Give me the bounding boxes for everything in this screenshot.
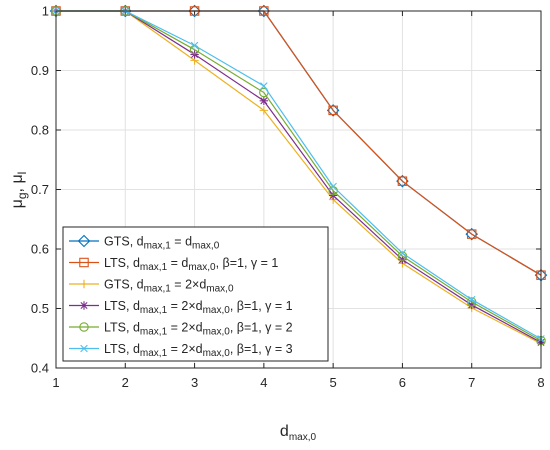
- series-2-point: [397, 176, 408, 186]
- legend-label: LTS, dmax,1 = 2×dmax,0, β=1, γ = 2: [104, 321, 293, 338]
- series-4-line: [56, 10, 542, 343]
- series-6-point: [329, 182, 337, 191]
- y-tick-label: 0.5: [31, 301, 49, 316]
- legend-marker: [79, 322, 89, 332]
- series-4-point: [328, 191, 338, 200]
- legend-label: GTS, dmax,1 = dmax,0: [104, 235, 220, 252]
- x-tick-label: 4: [260, 375, 267, 390]
- series-3-point: [259, 106, 269, 115]
- x-tick-label: 5: [330, 375, 337, 390]
- y-tick-label: 0.7: [31, 182, 49, 197]
- x-axis-label: dmax,0: [280, 423, 317, 443]
- x-tick-label: 3: [191, 375, 198, 390]
- legend-label: GTS, dmax,1 = 2×dmax,0: [104, 278, 234, 295]
- legend-box: [62, 226, 329, 362]
- legend-label: LTS, dmax,1 = 2×dmax,0, β=1, γ = 3: [104, 342, 293, 359]
- series-6-point: [467, 295, 476, 304]
- x-tick-label: 6: [399, 375, 406, 390]
- series-6-point: [260, 82, 268, 90]
- series-3-line: [56, 10, 542, 345]
- legend-marker: [77, 234, 91, 248]
- series-5-line: [56, 10, 542, 342]
- legend-entry: LTS, dmax,1 = 2×dmax,0, β=1, γ = 2: [69, 321, 293, 338]
- y-tick-label: 0.8: [31, 123, 49, 138]
- series-4-point: [190, 50, 199, 59]
- series-4-point: [467, 300, 476, 310]
- y-tick-label: 0.4: [31, 361, 49, 376]
- legend-entry: LTS, dmax,1 = 2×dmax,0, β=1, γ = 1: [69, 299, 293, 316]
- y-tick-label: 0.9: [31, 63, 49, 78]
- y-tick-label: 1: [42, 4, 49, 19]
- legend-marker: [79, 301, 89, 310]
- legend-label: LTS, dmax,1 = 2×dmax,0, β=1, γ = 1: [104, 299, 293, 316]
- legend-entry: LTS, dmax,1 = dmax,0, β=1, γ = 1: [69, 256, 278, 273]
- legend-marker: [79, 257, 89, 268]
- axes-box: [55, 10, 542, 369]
- legend-entry: GTS, dmax,1 = dmax,0: [69, 235, 220, 252]
- series-2-point: [328, 105, 338, 116]
- y-tick-label: 0.6: [31, 242, 49, 257]
- x-tick-label: 7: [468, 375, 475, 390]
- legend-marker: [79, 279, 89, 289]
- y-axis-label: μg, μl: [9, 172, 29, 209]
- legend-entry: LTS, dmax,1 = 2×dmax,0, β=1, γ = 3: [69, 342, 293, 359]
- legend: GTS, dmax,1 = dmax,0 LTS, dmax,1 = dmax,0…: [62, 226, 329, 362]
- series-4-point: [259, 96, 269, 106]
- x-tick-label: 1: [52, 375, 59, 390]
- axis-ticks: 1 2 3 4 5 6 7 8 0.4 0.5 0.6 0.7 0.8 0.9 1: [31, 4, 545, 391]
- series-6-point: [398, 249, 407, 257]
- legend-label: LTS, dmax,1 = dmax,0, β=1, γ = 1: [104, 256, 278, 273]
- x-tick-label: 2: [122, 375, 129, 390]
- series-2-point: [466, 229, 477, 239]
- series-6-line: [56, 10, 542, 340]
- legend-entry: GTS, dmax,1 = 2×dmax,0: [69, 278, 234, 295]
- legend-marker: [80, 344, 88, 353]
- series-6-point: [190, 41, 199, 50]
- x-tick-label: 8: [537, 375, 544, 390]
- series-4-point: [398, 255, 407, 264]
